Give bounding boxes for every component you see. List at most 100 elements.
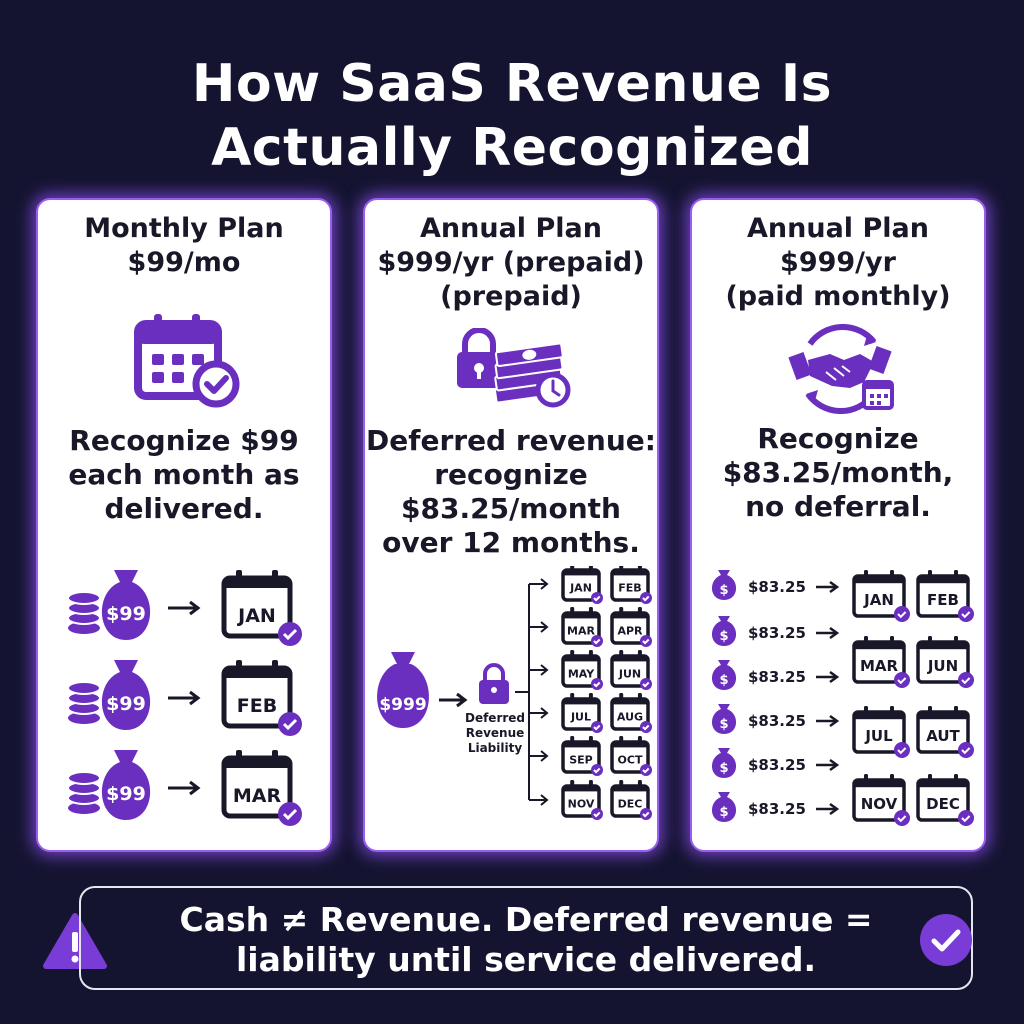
month-calendar-icon: DEC (916, 774, 974, 826)
footer-line-2: liability until service delivered. (236, 940, 816, 979)
amount-label: $83.25 (748, 578, 806, 596)
card-description: Recognize $83.25/month, no deferral. (692, 422, 984, 524)
dollar-sign: $ (719, 583, 728, 598)
month-label: JAN (569, 582, 592, 595)
dollar-sign: $ (719, 761, 728, 776)
arrow-icon (816, 670, 840, 684)
card-heading-line: Annual Plan (747, 213, 929, 244)
description-line: Recognize (757, 422, 919, 455)
liability-label: Deferred (465, 711, 525, 725)
liability-label: Liability (468, 741, 523, 755)
month-calendar-icon: MAR (561, 607, 603, 647)
month-label: APR (617, 625, 643, 638)
money-bag-icon (377, 652, 429, 728)
description-line: delivered. (104, 492, 264, 525)
month-label: JUL (864, 727, 893, 745)
month-calendar-icon: JAN (221, 570, 302, 646)
month-calendar-icon: JAN (852, 570, 910, 622)
description-line: recognize (434, 458, 588, 491)
page-title: How SaaS Revenue Is Actually Recognized (0, 52, 1024, 180)
month-label: FEB (927, 591, 959, 609)
month-label: JAN (863, 591, 894, 609)
arrow-icon (168, 780, 201, 796)
money-bag-icon: $ (711, 660, 737, 690)
card-heading: Annual Plan $999/yr (paid monthly) (692, 212, 984, 314)
arrow-icon (816, 580, 840, 594)
money-bag-icon (101, 570, 151, 640)
arrow-icon (816, 714, 840, 728)
month-label: NOV (568, 798, 595, 811)
card-heading-line: $99/mo (127, 247, 241, 278)
amount-label: $83.25 (748, 800, 806, 818)
coin-stack-icon (67, 771, 101, 814)
amount-label: $99 (106, 693, 146, 715)
month-label: SEP (569, 754, 593, 767)
description-line: $83.25/month (401, 492, 621, 525)
branch-lines (515, 578, 549, 806)
card-heading-line: (prepaid) (440, 281, 582, 312)
month-label: FEB (618, 582, 641, 595)
flow-row: $99 JAN (67, 570, 302, 646)
month-calendar-icon: MAR (852, 636, 910, 688)
flow-row: $99 FEB (67, 660, 302, 736)
amount-label: $83.25 (748, 712, 806, 730)
month-calendar-icon: MAY (561, 650, 603, 690)
check-badge-icon (958, 606, 974, 622)
footer-line-1: Cash ≠ Revenue. Deferred revenue = (179, 900, 873, 939)
coin-stack-icon (67, 681, 101, 724)
calendar-check-icon (134, 314, 240, 408)
check-badge-icon (894, 606, 910, 622)
card-heading-line: $999/yr (prepaid) (377, 247, 645, 278)
money-bag-icon: $ (711, 792, 737, 822)
card-heading: Monthly Plan $99/mo (38, 212, 330, 280)
dollar-sign: $ (719, 717, 728, 732)
month-label: OCT (618, 754, 643, 767)
month-grid: JAN FEB MAR APR MAY JUN JUL AUG SEP OCT NOV DEC (561, 566, 652, 820)
month-label: MAY (568, 668, 595, 681)
month-calendar-icon: APR (610, 607, 652, 647)
arrow-icon (816, 626, 840, 640)
card-annual-prepaid: Annual Plan $999/yr (prepaid) (prepaid) … (363, 198, 659, 852)
payment-row: $ $83.25 (711, 792, 840, 822)
check-badge-icon (894, 742, 910, 758)
month-calendar-icon: AUG (610, 693, 652, 733)
month-label: MAR (233, 785, 282, 807)
check-badge-icon (958, 810, 974, 826)
check-badge-icon (958, 672, 974, 688)
warning-icon (43, 913, 107, 969)
check-badge-icon (894, 810, 910, 826)
month-calendar-icon: NOV (852, 774, 910, 826)
card-monthly-plan: Monthly Plan $99/mo Recognize $99 each m… (36, 198, 332, 852)
month-label: NOV (861, 795, 898, 813)
dollar-sign: $ (719, 805, 728, 820)
month-calendar-icon: JUN (916, 636, 974, 688)
arrow-icon (168, 600, 201, 616)
arrow-icon (816, 758, 840, 772)
dollar-sign: $ (719, 673, 728, 688)
month-label: DEC (618, 798, 643, 811)
card-heading-line: Monthly Plan (84, 213, 284, 244)
month-grid: JAN FEB MAR JUN JUL AUT NOV DEC (852, 570, 974, 826)
month-calendar-icon: JAN (561, 566, 603, 604)
amount-label: $99 (106, 783, 146, 805)
card-heading-line: $999/yr (780, 247, 896, 278)
month-calendar-icon: SEP (561, 736, 603, 776)
money-bag-icon: $ (711, 704, 737, 734)
flow-row: $99 MAR (67, 750, 302, 826)
month-label: JAN (236, 605, 276, 627)
arrow-icon (439, 692, 468, 708)
card-description: Recognize $99 each month as delivered. (38, 424, 330, 526)
card-description: Deferred revenue: recognize $83.25/month… (365, 424, 657, 560)
month-calendar-icon: FEB (916, 570, 974, 622)
title-line-1: How SaaS Revenue Is (191, 54, 833, 114)
money-bag-icon: $ (711, 570, 737, 600)
month-calendar-icon: NOV (561, 780, 603, 820)
check-badge-icon (894, 672, 910, 688)
money-bag-icon: $ (711, 748, 737, 778)
lock-icon (479, 663, 509, 704)
liability-label: Revenue (466, 726, 525, 740)
description-line: each month as (68, 458, 300, 491)
description-line: over 12 months. (382, 526, 640, 559)
description-line: no deferral. (745, 490, 931, 523)
month-calendar-icon: FEB (221, 660, 302, 736)
